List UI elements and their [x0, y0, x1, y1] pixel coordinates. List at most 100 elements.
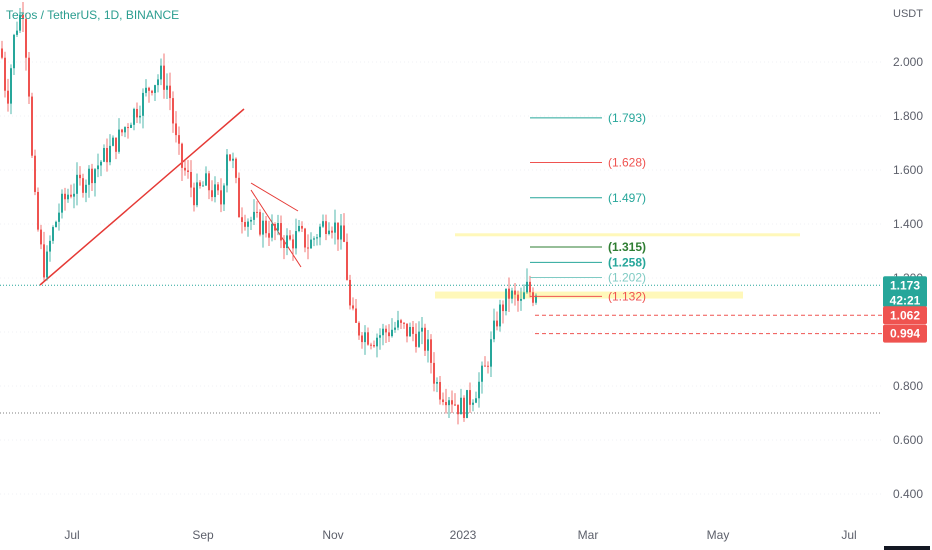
candle-body [409, 326, 411, 337]
candle [502, 300, 504, 324]
candle [304, 227, 306, 253]
candle [145, 79, 147, 97]
candle [334, 209, 336, 245]
candle-body [529, 281, 531, 293]
candle-body [487, 365, 489, 367]
candle [127, 123, 129, 139]
time-axis[interactable]: Jul Sep Nov 2023 Mar May Jul [64, 528, 930, 550]
trend-lines[interactable] [39, 108, 302, 286]
candle-body [499, 304, 501, 327]
candle-body [469, 390, 471, 405]
candle [184, 159, 186, 176]
candle-body [367, 332, 369, 345]
candle [292, 234, 294, 261]
candle-body [493, 320, 495, 340]
candle [526, 268, 528, 294]
candle [154, 84, 156, 102]
candle-body [247, 221, 249, 227]
candle [223, 183, 225, 211]
target-level[interactable]: (1.315) [530, 240, 646, 254]
target-level[interactable]: (1.793) [530, 111, 646, 125]
candle [418, 321, 420, 349]
candle [445, 388, 447, 414]
candle [256, 201, 258, 218]
target-level[interactable]: (1.202) [530, 270, 646, 284]
candle [79, 166, 81, 186]
target-level[interactable]: (1.497) [530, 191, 646, 205]
candle [247, 218, 249, 237]
target-level[interactable]: (1.258) [530, 255, 646, 269]
y-tick-label: 0.600 [893, 433, 923, 447]
y-tick-label: 0.400 [893, 487, 923, 501]
candle [28, 52, 30, 104]
candle-body [232, 158, 234, 161]
candle [109, 134, 111, 166]
candle [352, 297, 354, 311]
candle [493, 308, 495, 343]
candle [163, 53, 165, 99]
candle-body [268, 233, 270, 238]
candle-body [277, 223, 279, 231]
candle-body [313, 238, 315, 240]
candle [34, 149, 36, 196]
candle [133, 107, 135, 131]
candle [460, 388, 462, 415]
candle [331, 226, 333, 239]
candle-body [436, 382, 438, 384]
candle-body [376, 337, 378, 347]
candle [103, 144, 105, 163]
candle [520, 287, 522, 311]
candle-body [43, 244, 45, 278]
candle [535, 293, 537, 305]
target-level-label: (1.258) [608, 255, 646, 269]
candle [346, 233, 348, 281]
candle [142, 88, 144, 129]
candle [37, 187, 39, 232]
candle [106, 138, 108, 172]
candle [430, 334, 432, 374]
grid-lines [0, 61, 882, 495]
candle [91, 163, 93, 192]
symbol-title[interactable]: Tezos / TetherUS, 1D, BINANCE [6, 8, 180, 22]
x-tick-label: Mar [578, 528, 599, 542]
candle-body [76, 174, 78, 194]
candle [364, 325, 366, 355]
candle-body [79, 174, 81, 179]
candle [511, 287, 513, 304]
candle-body [256, 211, 258, 213]
candle [112, 135, 114, 147]
candle [118, 118, 120, 154]
candle-body [535, 295, 537, 303]
candle-body [271, 223, 273, 238]
candle [397, 310, 399, 331]
target-levels[interactable]: (1.793) (1.628) (1.497) (1.315)(1.258)(1.20… [530, 111, 646, 303]
candle [238, 172, 240, 218]
candle [166, 73, 168, 99]
candle-body [385, 328, 387, 333]
target-level[interactable]: (1.132) [530, 289, 646, 303]
x-tick-label: 2023 [450, 528, 477, 542]
candle-body [241, 217, 243, 222]
candle-body [220, 190, 222, 205]
candle [22, 1, 24, 33]
y-tick-label: 1.400 [893, 217, 923, 231]
candle [175, 111, 177, 143]
candle [475, 391, 477, 404]
price-marker-badge-bg [883, 324, 927, 343]
candle-body [130, 124, 132, 128]
current-price-badge-bg [883, 276, 927, 308]
candle [403, 321, 405, 329]
candle [76, 162, 78, 206]
candle-body [496, 320, 498, 327]
candle [412, 321, 414, 342]
candle [259, 209, 261, 237]
candle-body [415, 333, 417, 347]
price-marker-badge: 1.062 [883, 306, 927, 325]
candle-body [55, 221, 57, 228]
candle [469, 382, 471, 414]
candle [394, 321, 396, 333]
candle-body [73, 193, 75, 197]
target-level[interactable]: (1.628) [530, 155, 646, 169]
candle-body [154, 85, 156, 93]
